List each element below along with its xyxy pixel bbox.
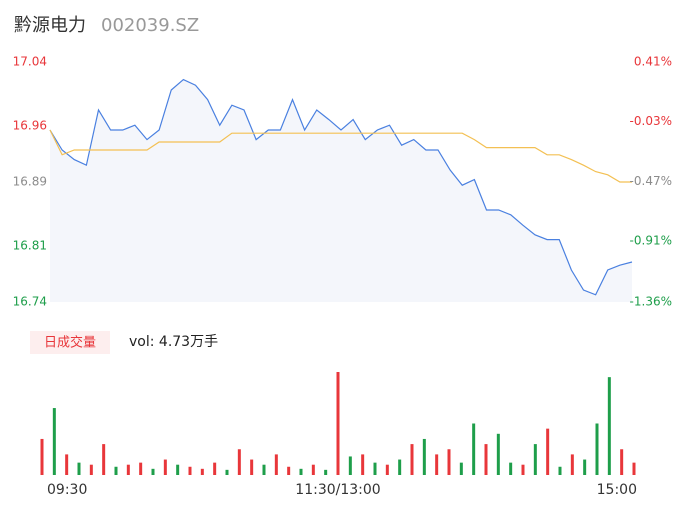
y2-tick-label: -0.47% (630, 174, 672, 188)
volume-bar (163, 459, 167, 475)
price-area (50, 79, 632, 302)
volume-bar (509, 462, 513, 475)
volume-bar (459, 462, 463, 475)
volume-button-label[interactable]: 日成交量 (44, 335, 96, 351)
volume-bar (102, 444, 106, 475)
volume-bar (126, 464, 130, 475)
y-tick-label: 16.74 (13, 295, 47, 309)
volume-bar (348, 456, 352, 475)
volume-bar (176, 464, 180, 475)
volume-bar (583, 459, 587, 475)
volume-bar (361, 454, 365, 475)
y-tick-label: 16.89 (13, 175, 47, 189)
volume-bar (237, 449, 241, 475)
volume-bar (410, 444, 414, 475)
volume-bar (385, 464, 389, 475)
y2-tick-label: -0.91% (630, 233, 672, 247)
volume-bar (65, 454, 69, 475)
volume-bar (77, 462, 81, 475)
volume-bar (200, 468, 204, 475)
volume-button[interactable] (30, 331, 110, 354)
volume-bar (188, 466, 192, 475)
x-tick-label: 11:30/13:00 (295, 482, 380, 498)
volume-bar (324, 469, 328, 475)
series-line (49, 78, 633, 296)
volume-bar (435, 454, 439, 475)
volume-bar (607, 377, 611, 475)
volume-bar (114, 466, 118, 475)
volume-bar (299, 468, 303, 475)
volume-bar (373, 462, 377, 475)
volume-bar (287, 466, 291, 475)
volume-bar (336, 372, 340, 475)
volume-bar (89, 464, 93, 475)
volume-bar (52, 408, 56, 475)
volume-bar (447, 449, 451, 475)
x-tick-label: 15:00 (597, 482, 637, 498)
volume-bar (558, 466, 562, 475)
y2-tick-label: -0.03% (630, 114, 672, 128)
y-tick-label: 16.96 (13, 119, 47, 133)
volume-bar (225, 469, 229, 475)
series-line (49, 129, 632, 183)
volume-bar (250, 459, 254, 475)
y-tick-label: 16.81 (13, 239, 47, 253)
volume-bar (533, 444, 537, 475)
stock-code: 002039.SZ (101, 15, 199, 36)
volume-bar (496, 433, 500, 475)
volume-bar (570, 454, 574, 475)
volume-bar (398, 459, 402, 475)
volume-bar (311, 464, 315, 475)
stock-name: 黔源电力 (14, 15, 86, 36)
volume-bar (422, 438, 426, 475)
volume-bar (484, 444, 488, 475)
volume-bar (632, 462, 636, 475)
y-tick-label: 17.04 (13, 55, 47, 69)
volume-bar (620, 449, 624, 475)
volume-bar (213, 462, 217, 475)
volume-label: vol: 4.73万手 (129, 334, 218, 350)
y2-tick-label: -1.36% (630, 295, 672, 309)
volume-bar (139, 462, 143, 475)
volume-bar (521, 464, 525, 475)
volume-bar (151, 468, 155, 475)
volume-bar (40, 438, 44, 475)
volume-bar (472, 423, 476, 475)
x-tick-label: 09:30 (47, 482, 87, 498)
volume-bar (595, 423, 599, 475)
y2-tick-label: 0.41% (634, 55, 672, 69)
volume-bar (262, 464, 266, 475)
volume-bar (274, 454, 278, 475)
volume-bar (546, 428, 550, 475)
